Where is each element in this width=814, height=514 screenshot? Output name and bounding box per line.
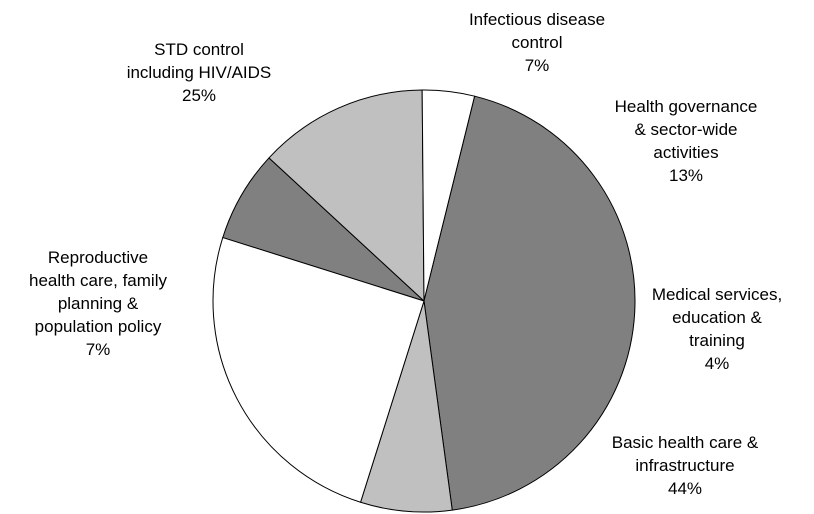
slice-label: Basic health care & infrastructure 44% xyxy=(612,433,759,498)
slice-name-line: population policy xyxy=(35,317,162,336)
slice-name-line: & sector-wide xyxy=(635,120,738,139)
slice-name-line: planning & xyxy=(58,294,139,313)
slice-name-line: infrastructure xyxy=(635,456,734,475)
slice-value-label: 13% xyxy=(669,166,703,185)
slice-name-line: Infectious disease xyxy=(469,10,605,29)
slice-label: Medical services, education & training 4% xyxy=(652,285,782,373)
slice-name-line: Health governance xyxy=(615,97,758,116)
slice-value-label: 25% xyxy=(182,86,216,105)
slice-value-label: 7% xyxy=(525,56,550,75)
slice-value-label: 7% xyxy=(86,340,111,359)
slice-name-line: including HIV/AIDS xyxy=(127,63,272,82)
pie-slice xyxy=(423,95,636,511)
slice-name-line: education & xyxy=(672,308,762,327)
slice-value-label: 44% xyxy=(668,479,702,498)
slice-label: STD control including HIV/AIDS 25% xyxy=(127,40,272,105)
slice-name-line: Basic health care & xyxy=(612,433,759,452)
pie-labels: Infectious disease control 7% Health govern… xyxy=(29,10,782,498)
slice-name-line: control xyxy=(511,33,562,52)
slice-name-line: Medical services, xyxy=(652,285,782,304)
pie-slice xyxy=(268,89,425,302)
slice-label: Reproductive health care, family planning … xyxy=(29,248,167,359)
slice-name-line: health care, family xyxy=(29,271,167,290)
pie-slice xyxy=(212,237,425,503)
slice-name-line: Reproductive xyxy=(48,248,148,267)
slice-name-line: STD control xyxy=(154,40,244,59)
slice-value-label: 4% xyxy=(705,354,730,373)
slice-name-line: training xyxy=(689,331,745,350)
pie-slices xyxy=(212,89,636,513)
slice-label: Infectious disease control 7% xyxy=(469,10,605,75)
slice-name-line: activities xyxy=(653,143,718,162)
slice-label: Health governance & sector-wide activities… xyxy=(615,97,758,185)
